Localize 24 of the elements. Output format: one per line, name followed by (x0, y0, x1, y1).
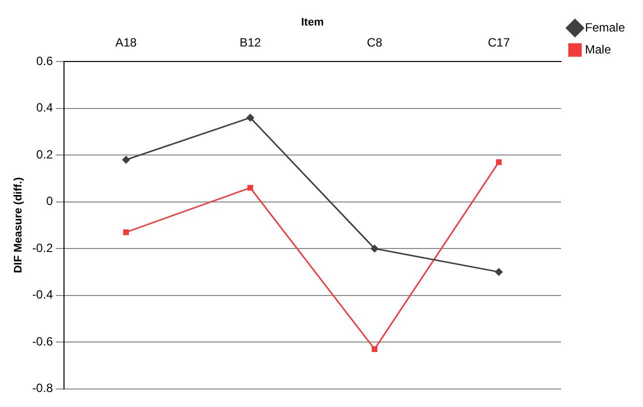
point (370, 244, 378, 252)
point (247, 184, 254, 191)
point (122, 156, 130, 164)
y-tick-label: 0.4 (36, 100, 54, 115)
y-tick-label: -0.2 (32, 240, 54, 255)
point (496, 159, 502, 165)
x-axis-title: Item (301, 16, 324, 29)
y-tick-label: -0.6 (32, 334, 54, 348)
x-tick-label: B12 (240, 36, 262, 50)
x-tick-label: C17 (488, 36, 510, 50)
y-tick-label: -0.4 (32, 288, 54, 302)
x-tick-label: C8 (366, 36, 383, 50)
y-tick-label: -0.8 (32, 381, 54, 396)
y-tick-label: 0 (46, 194, 54, 208)
point (123, 229, 129, 236)
point (495, 268, 503, 276)
y-tick-label: 0.6 (36, 54, 54, 68)
legend-label: Female (584, 20, 626, 34)
y-axis-title: DIF Measure (diff.) (12, 176, 25, 274)
x-tick-label: A18 (115, 36, 138, 50)
y-tick-label: 0.2 (36, 147, 54, 162)
legend-label: Male (584, 42, 612, 56)
point (372, 346, 378, 352)
point (246, 114, 254, 122)
